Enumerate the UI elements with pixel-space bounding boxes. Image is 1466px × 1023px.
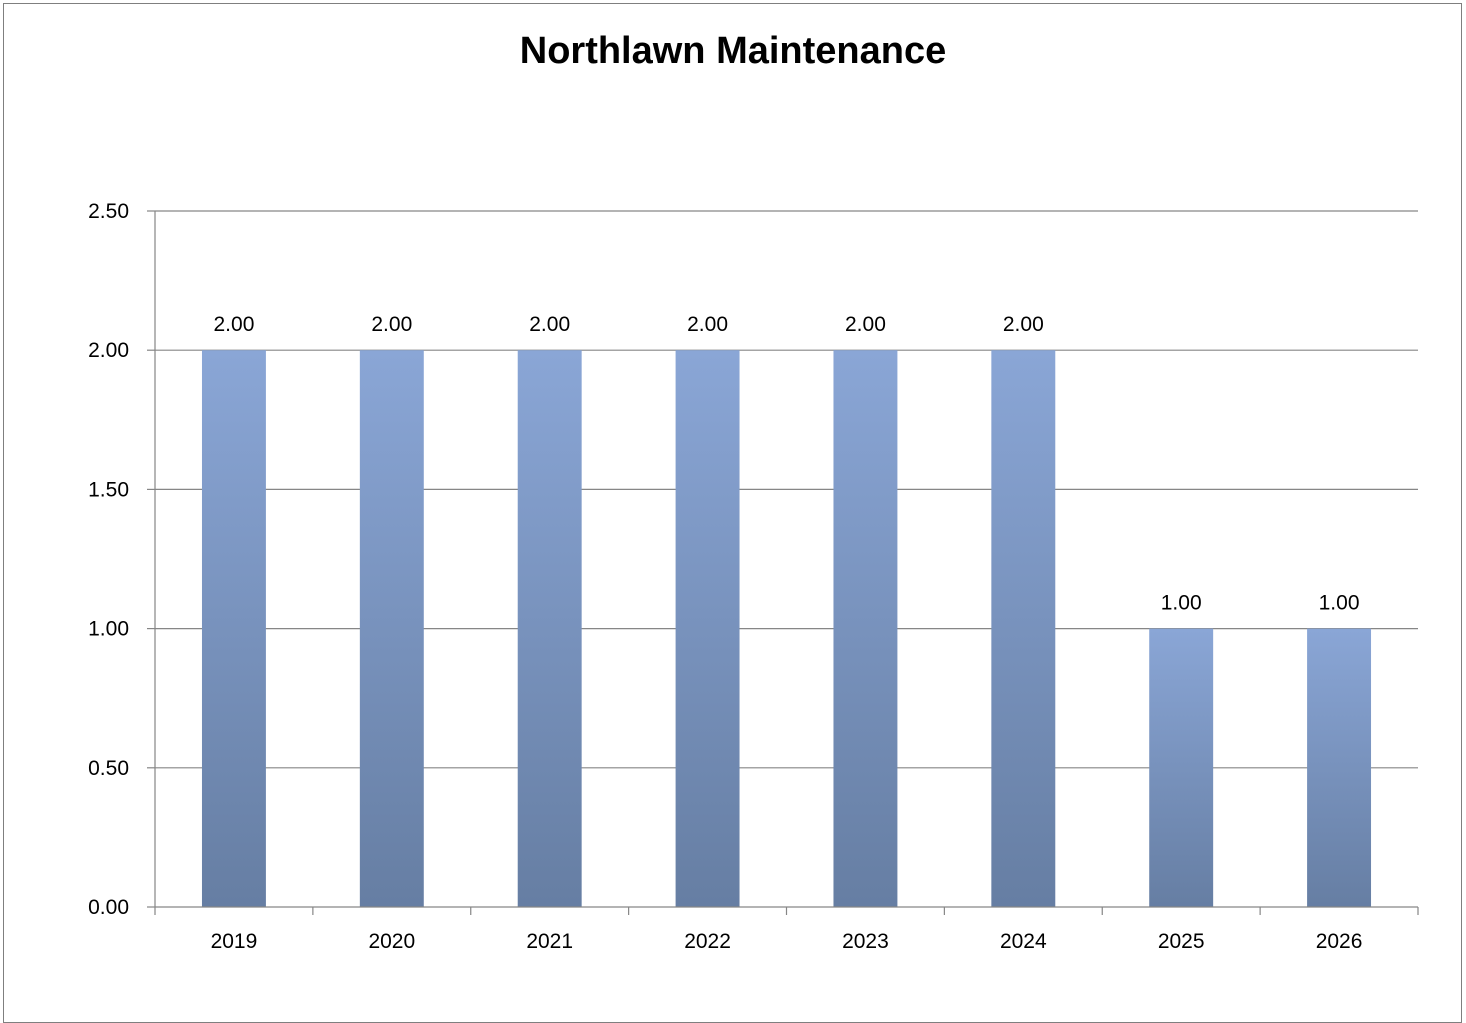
bar-2021 [517, 350, 582, 907]
x-tick-label-2021: 2021 [526, 930, 573, 953]
data-label-2019: 2.00 [214, 313, 255, 336]
bar-2020 [359, 350, 424, 907]
data-label-2025: 1.00 [1161, 592, 1202, 615]
bar-2024 [991, 350, 1056, 907]
y-tick-label: 0.50 [88, 757, 129, 780]
chart-title: Northlawn Maintenance [519, 30, 947, 72]
y-tick-label: 2.50 [88, 200, 129, 223]
bar-2022 [675, 350, 740, 907]
data-label-2026: 1.00 [1319, 592, 1360, 615]
x-tick-label-2025: 2025 [1158, 930, 1205, 953]
bar-2019 [201, 350, 266, 907]
data-label-2021: 2.00 [529, 313, 570, 336]
x-tick-label-2020: 2020 [368, 930, 415, 953]
bar-2023 [833, 350, 898, 907]
bar-2025 [1149, 628, 1214, 907]
bars [201, 350, 1372, 907]
x-tick-label-2019: 2019 [211, 930, 258, 953]
x-tick-label-2023: 2023 [842, 930, 889, 953]
y-tick-label: 2.00 [88, 339, 129, 362]
y-tick-label: 0.00 [88, 896, 129, 919]
x-tick-label-2026: 2026 [1316, 930, 1363, 953]
axes [147, 210, 1419, 915]
data-label-2022: 2.00 [687, 313, 728, 336]
x-tick-label-2024: 2024 [1000, 930, 1047, 953]
y-tick-label: 1.00 [88, 618, 129, 641]
bar-2026 [1307, 628, 1372, 907]
y-tick-label: 1.50 [88, 478, 129, 501]
labels: 0.00 0.50 1.00 1.50 2.00 2.50 2.00 2019 2.00 2020… [88, 200, 1362, 953]
x-tick-label-2022: 2022 [684, 930, 731, 953]
data-label-2020: 2.00 [371, 313, 412, 336]
gridlines [155, 210, 1418, 769]
data-label-2023: 2.00 [845, 313, 886, 336]
data-label-2024: 2.00 [1003, 313, 1044, 336]
